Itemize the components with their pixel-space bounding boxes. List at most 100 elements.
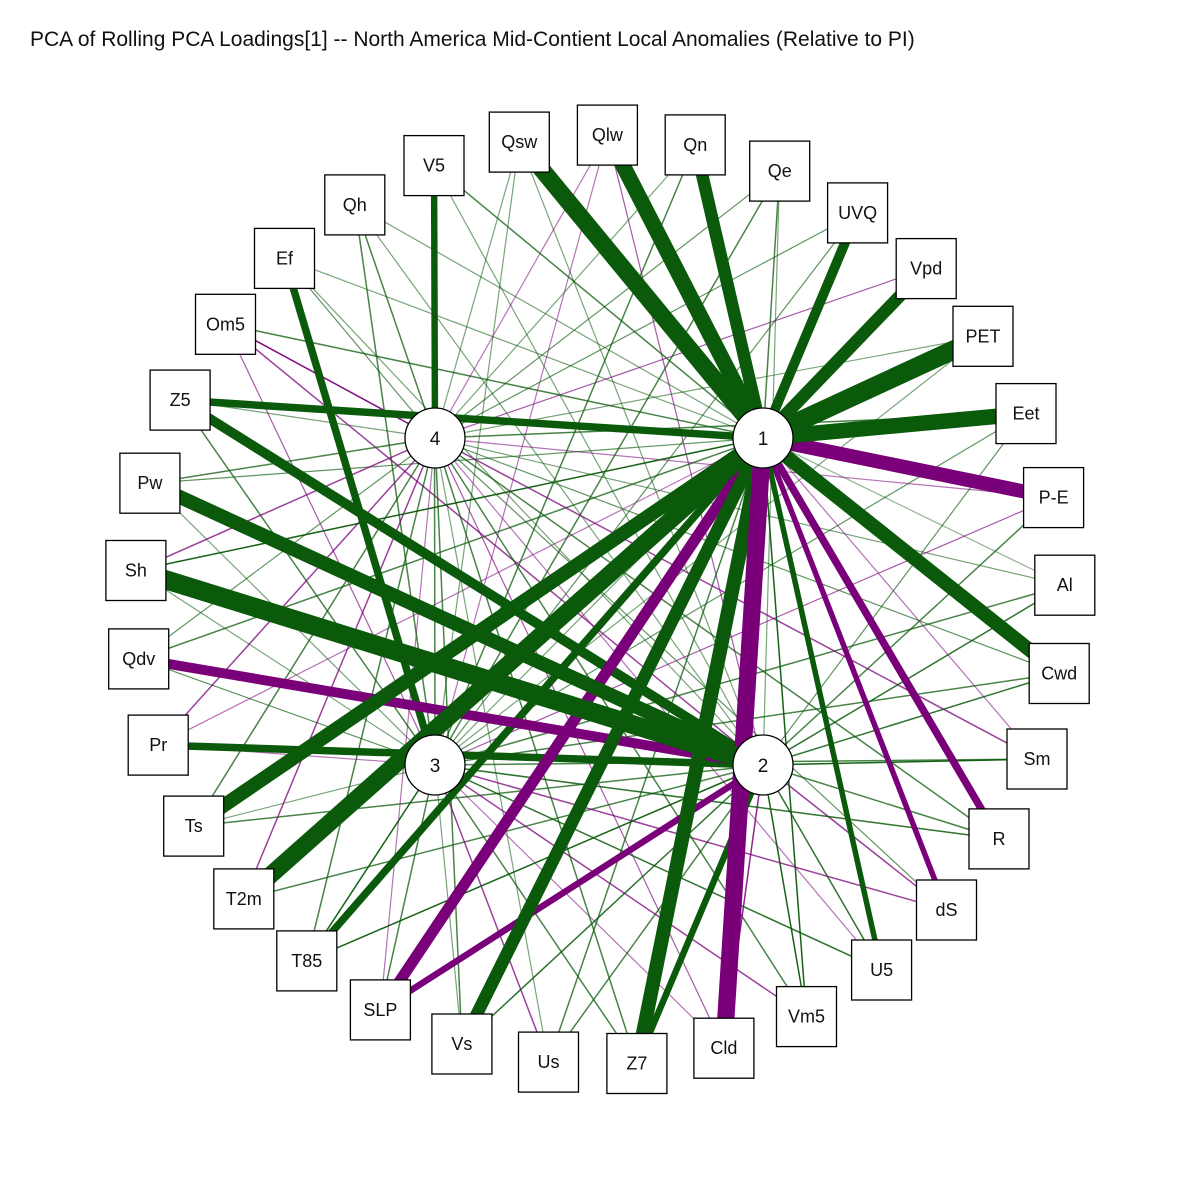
edge-2-Eet [762,413,1027,766]
edge-2-V5 [433,165,764,766]
edge-2-Ts [193,764,764,827]
variable-label: Vs [451,1034,472,1054]
component-node-1: 1 [732,407,794,469]
edge-3-Qlw [434,134,608,766]
edge-4-Z7 [434,437,638,1064]
variable-node-T2m: T2m [213,868,275,930]
edge-1-Vm5 [762,437,808,1017]
variable-label: SLP [363,1000,397,1020]
variable-label: Z5 [170,390,191,410]
variable-label: T2m [226,889,262,909]
variable-box [349,979,412,1041]
edge-1-Pr [157,437,764,746]
variable-box [995,382,1057,445]
edge-4-Sh [135,437,436,572]
edge-1-Sh [135,437,764,572]
variable-label: Al [1057,575,1073,595]
variable-label: dS [935,900,957,920]
variable-label: PET [965,326,1000,346]
variable-label: Qe [768,161,792,181]
variable-node-Z7: Z7 [606,1032,668,1095]
variable-node-Qn: Qn [664,114,726,176]
edge-1-Sm [762,437,1038,760]
variable-label: Qlw [592,125,624,145]
edge-2-Cwd [762,672,1060,766]
edge-3-Us [434,764,550,1063]
variable-node-Sh: Sh [105,539,167,602]
edge-4-Vpd [434,268,927,439]
variable-box [127,714,189,776]
variable-label: Cwd [1041,664,1077,684]
edge-1-Vs [456,435,769,1047]
edge-1-T2m [238,431,769,906]
variable-label: Pw [137,473,163,493]
variable-node-P-E: P-E [1022,466,1085,529]
edge-3-Z7 [434,764,638,1064]
variable-box [163,795,225,857]
variable-label: Ts [185,816,203,836]
edge-2-Al [762,584,1066,766]
edge-1-Qh [354,204,764,439]
variable-node-UVQ: UVQ [826,182,889,244]
variable-box [403,134,465,197]
edge-4-V5 [430,165,439,439]
edge-4-Qh [354,204,436,439]
variable-label: V5 [423,156,445,176]
edge-1-SLP [375,434,768,1013]
component-label: 4 [430,429,441,450]
edge-4-UVQ [434,212,858,439]
edge-1-Qn [689,143,770,440]
edge-3-Sh [135,570,436,766]
edge-1-U5 [760,437,885,971]
variable-box [1006,728,1068,790]
component-label: 2 [758,756,769,777]
component-label: 3 [430,756,441,777]
edge-4-SLP [379,437,436,1010]
variable-node-Us: Us [517,1031,580,1093]
variable-box [915,879,978,941]
variable-node-Z5: Z5 [149,369,211,431]
variable-node-Sm: Sm [1006,728,1068,790]
edge-1-dS [760,437,950,912]
variable-label: Ef [276,248,294,268]
edge-4-Qn [434,144,696,439]
variable-node-Qlw: Qlw [576,104,639,166]
edge-1-Qlw [600,131,770,442]
variable-box [850,939,913,1001]
edge-3-Vm5 [434,764,807,1018]
variable-label: Eet [1012,404,1039,424]
edge-1-R [759,436,1003,841]
edge-2-R [762,764,1000,840]
component-circle [732,407,794,469]
edge-1-Cwd [758,432,1064,679]
edge-2-Qlw [606,134,764,766]
variable-box [606,1032,668,1095]
variable-label: U5 [870,960,893,980]
edge-1-Qsw [512,136,770,444]
edge-2-P-E [762,497,1055,766]
component-node-3: 3 [404,734,466,796]
edge-4-dS [434,437,947,911]
variable-label: Vpd [910,259,942,279]
variable-box [488,111,550,173]
variable-node-Om5: Om5 [194,293,257,355]
variable-label: UVQ [838,203,877,223]
variable-box [576,104,639,166]
edge-1-PET [759,327,987,447]
edge-3-Cld [434,764,725,1049]
variable-label: Z7 [626,1054,647,1074]
variable-label: Cld [710,1038,737,1058]
variable-box [108,628,170,690]
edge-4-Om5 [225,323,436,439]
variable-box [749,140,811,202]
edge-3-Qn [434,144,696,766]
edge-2-Ef [284,258,764,766]
edge-4-Qe [434,170,781,439]
variable-node-Al: Al [1034,554,1096,616]
edge-3-R [434,764,1000,840]
variable-label: P-E [1039,488,1069,508]
variable-box [253,227,316,290]
edge-1-Z5 [179,396,764,442]
variable-box [149,369,211,431]
